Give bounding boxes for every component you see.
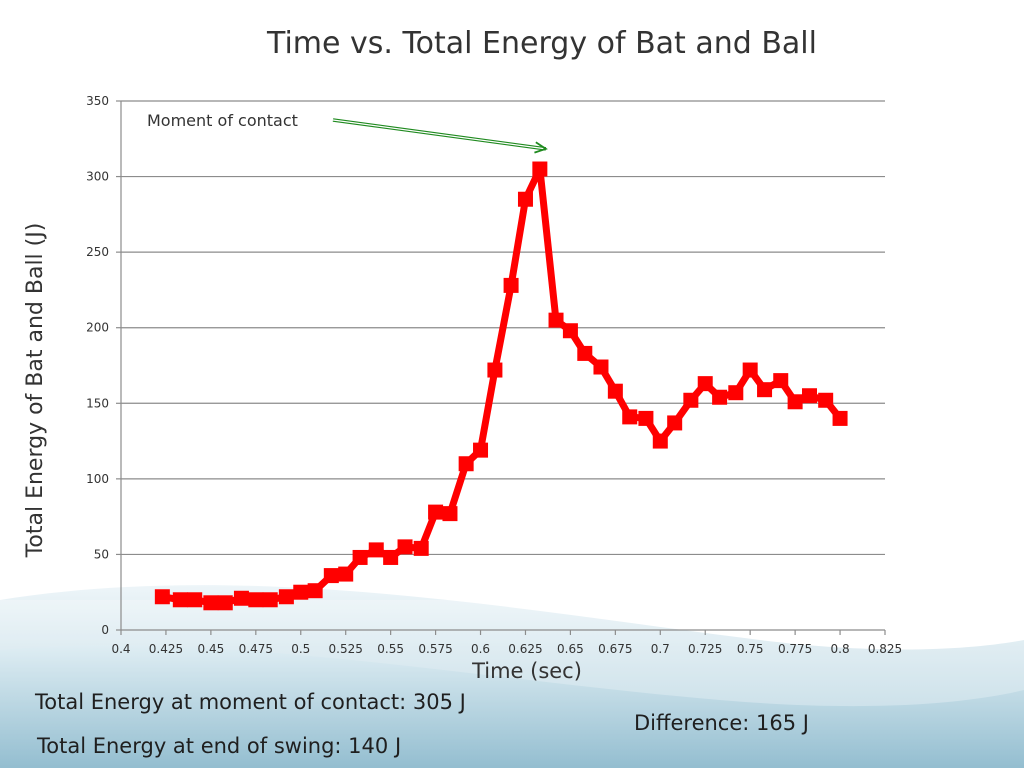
data-point — [323, 568, 339, 584]
data-point — [262, 592, 278, 608]
y-tick-label: 0 — [101, 623, 109, 637]
x-tick-label: 0.45 — [198, 642, 225, 656]
note-difference: Difference: 165 J — [634, 711, 809, 735]
note-contact-energy: Total Energy at moment of contact: 305 J — [35, 690, 466, 714]
data-point — [697, 376, 713, 392]
y-tick-label: 200 — [86, 321, 109, 335]
data-point — [818, 392, 834, 408]
annotation-label: Moment of contact — [147, 111, 298, 130]
data-point — [757, 382, 773, 398]
x-tick-labels: 0.4 0.425 0.45 0.475 0.5 0.525 0.55 0.575 0.6 0.6… — [111, 642, 902, 656]
x-tick-label: 0.6 — [471, 642, 490, 656]
x-tick-label: 0.7 — [651, 642, 670, 656]
x-tick-label: 0.4 — [111, 642, 130, 656]
data-point — [413, 540, 429, 556]
data-point — [187, 592, 203, 608]
data-point — [683, 392, 699, 408]
data-point — [577, 345, 593, 361]
y-tick-label: 100 — [86, 472, 109, 486]
chart-title: Time vs. Total Energy of Bat and Ball — [267, 26, 817, 61]
data-point — [352, 549, 368, 565]
data-point — [773, 373, 789, 389]
x-tick-label: 0.475 — [239, 642, 273, 656]
data-point — [473, 442, 489, 458]
data-point — [562, 323, 578, 339]
data-point — [503, 277, 519, 293]
data-point — [652, 433, 668, 449]
data-point — [217, 595, 233, 611]
x-tick-label: 0.725 — [688, 642, 722, 656]
y-tick-label: 50 — [94, 547, 109, 561]
data-point — [638, 410, 654, 426]
x-tick-label: 0.5 — [291, 642, 310, 656]
x-tick-label: 0.425 — [149, 642, 183, 656]
x-tick-label: 0.575 — [418, 642, 452, 656]
x-tick-label: 0.8 — [831, 642, 850, 656]
y-axis-label: Total Energy of Bat and Ball (J) — [23, 223, 48, 559]
data-point — [742, 362, 758, 378]
series-group — [154, 161, 848, 611]
data-point — [154, 589, 170, 605]
data-point — [278, 589, 294, 605]
x-tick-label: 0.525 — [329, 642, 363, 656]
data-point — [397, 539, 413, 555]
data-point — [307, 583, 323, 599]
data-point — [338, 566, 354, 582]
data-point — [728, 385, 744, 401]
data-point — [368, 542, 384, 558]
data-point — [442, 506, 458, 522]
note-end-energy: Total Energy at end of swing: 140 J — [37, 734, 402, 758]
x-tick-label: 0.75 — [737, 642, 764, 656]
data-point — [532, 161, 548, 177]
data-point — [203, 595, 219, 611]
data-point — [248, 592, 264, 608]
data-point — [233, 590, 249, 606]
data-point — [787, 394, 803, 410]
x-tick-label: 0.825 — [868, 642, 902, 656]
annotation-arrowhead — [534, 141, 548, 154]
y-tick-labels: 0 50 100 150 200 250 300 350 — [86, 94, 109, 637]
data-point — [487, 362, 503, 378]
y-tick-label: 300 — [86, 170, 109, 184]
wave-front — [0, 645, 1024, 768]
data-point — [458, 456, 474, 472]
data-point — [428, 504, 444, 520]
data-point — [517, 191, 533, 207]
annotation-group: Moment of contact — [147, 111, 548, 154]
data-point — [548, 312, 564, 328]
x-tick-label: 0.675 — [598, 642, 632, 656]
y-tick-label: 350 — [86, 94, 109, 108]
y-tick-label: 250 — [86, 245, 109, 259]
data-point — [383, 549, 399, 565]
x-tick-label: 0.775 — [778, 642, 812, 656]
x-tick-label: 0.55 — [377, 642, 404, 656]
wave-fade — [0, 600, 1024, 768]
data-point — [832, 410, 848, 426]
data-point — [293, 584, 309, 600]
x-tick-label: 0.625 — [508, 642, 542, 656]
data-point — [622, 409, 638, 425]
series-line-0 — [158, 165, 844, 607]
x-axis-label: Time (sec) — [471, 659, 582, 683]
x-tick-label: 0.65 — [557, 642, 584, 656]
data-point — [172, 592, 188, 608]
y-tick-label: 150 — [86, 396, 109, 410]
data-point — [593, 359, 609, 375]
data-point — [607, 383, 623, 399]
data-point — [667, 415, 683, 431]
data-point — [801, 388, 817, 404]
annotation-arrow-core — [332, 119, 546, 150]
data-point — [712, 389, 728, 405]
gridlines — [116, 100, 886, 635]
